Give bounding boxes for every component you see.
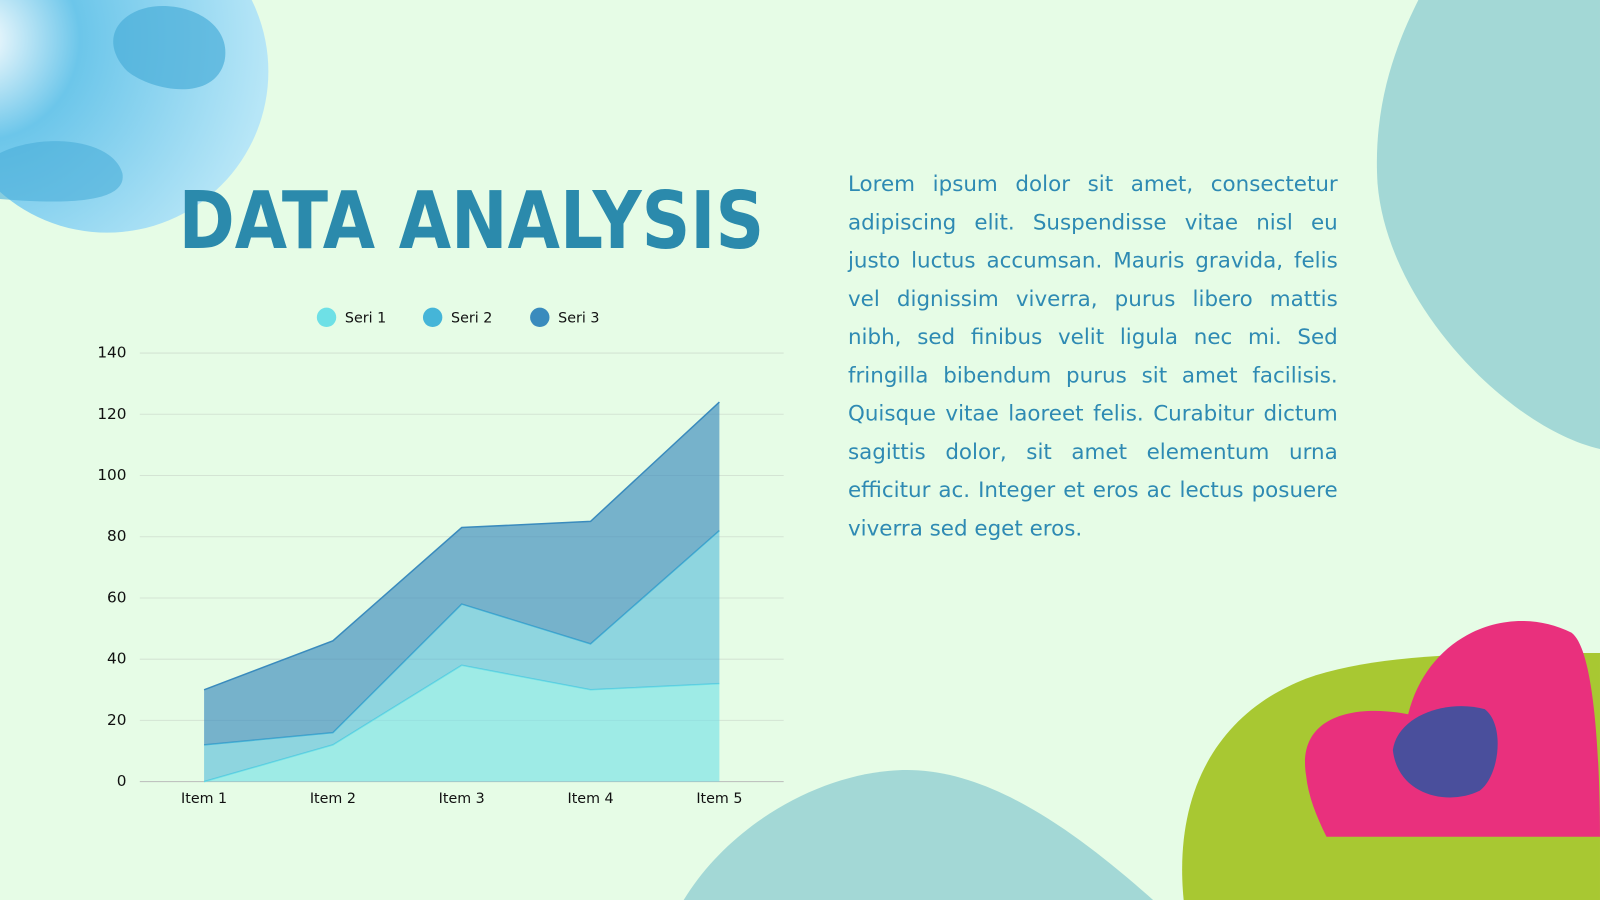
nucleolus [1392, 706, 1498, 798]
area [204, 665, 720, 782]
cell-spot [0, 141, 123, 202]
cell-spot [113, 6, 226, 90]
y-tick-label: 80 [107, 527, 126, 545]
y-tick-label: 60 [107, 588, 126, 606]
y-tick-label: 120 [97, 405, 126, 423]
y-tick-label: 140 [97, 344, 126, 362]
chart-title: DATA ANALYSIS [179, 175, 765, 268]
x-tick-label: Item 1 [181, 791, 227, 807]
x-tick-label: Item 2 [310, 791, 356, 807]
x-tick-label: Item 5 [696, 791, 742, 807]
legend-label: Seri 3 [558, 310, 599, 326]
legend-swatch [316, 307, 337, 328]
area-edge [203, 401, 720, 691]
teal-blob [1376, 0, 1600, 449]
area [204, 530, 720, 782]
y-tick-label: 20 [107, 711, 126, 729]
area [204, 402, 720, 745]
legend-label: Seri 2 [451, 310, 492, 326]
y-tick-label: 40 [107, 650, 126, 668]
x-tick-label: Item 4 [568, 791, 614, 807]
body-text: Lorem ipsum dolor sit amet, consectetur … [847, 171, 1338, 541]
teal-blob [683, 770, 1154, 900]
legend-label: Seri 1 [345, 310, 386, 326]
legend-swatch [530, 307, 550, 328]
x-tick-label: Item 3 [439, 791, 485, 807]
y-tick-label: 100 [97, 466, 126, 484]
y-tick-label: 0 [117, 772, 127, 790]
legend-swatch [422, 307, 443, 328]
